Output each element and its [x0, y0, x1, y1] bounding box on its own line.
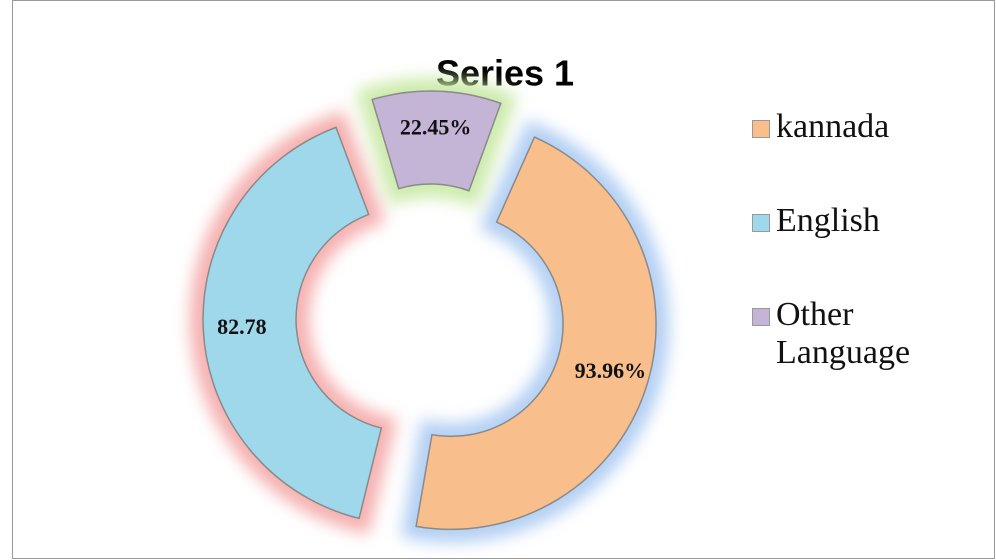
legend-item: Other Language — [752, 296, 982, 390]
legend-swatch — [752, 214, 770, 232]
data-label: 93.96% — [575, 358, 647, 383]
legend-label: Other Language — [776, 296, 911, 371]
legend-swatch — [752, 308, 770, 326]
legend-label: kannada — [776, 108, 890, 145]
data-label: 22.45% — [400, 115, 472, 140]
legend-item: English — [752, 202, 982, 296]
legend-swatch — [752, 120, 770, 138]
slice — [202, 126, 383, 520]
data-label: 82.78 — [217, 314, 267, 339]
slice — [371, 90, 502, 192]
legend-label: English — [776, 202, 880, 239]
legend-item: kannada — [752, 108, 982, 202]
slice — [415, 136, 657, 531]
slices: 93.96% 82.78 22.45% — [190, 78, 670, 543]
legend: kannada English Other Language — [752, 108, 982, 390]
